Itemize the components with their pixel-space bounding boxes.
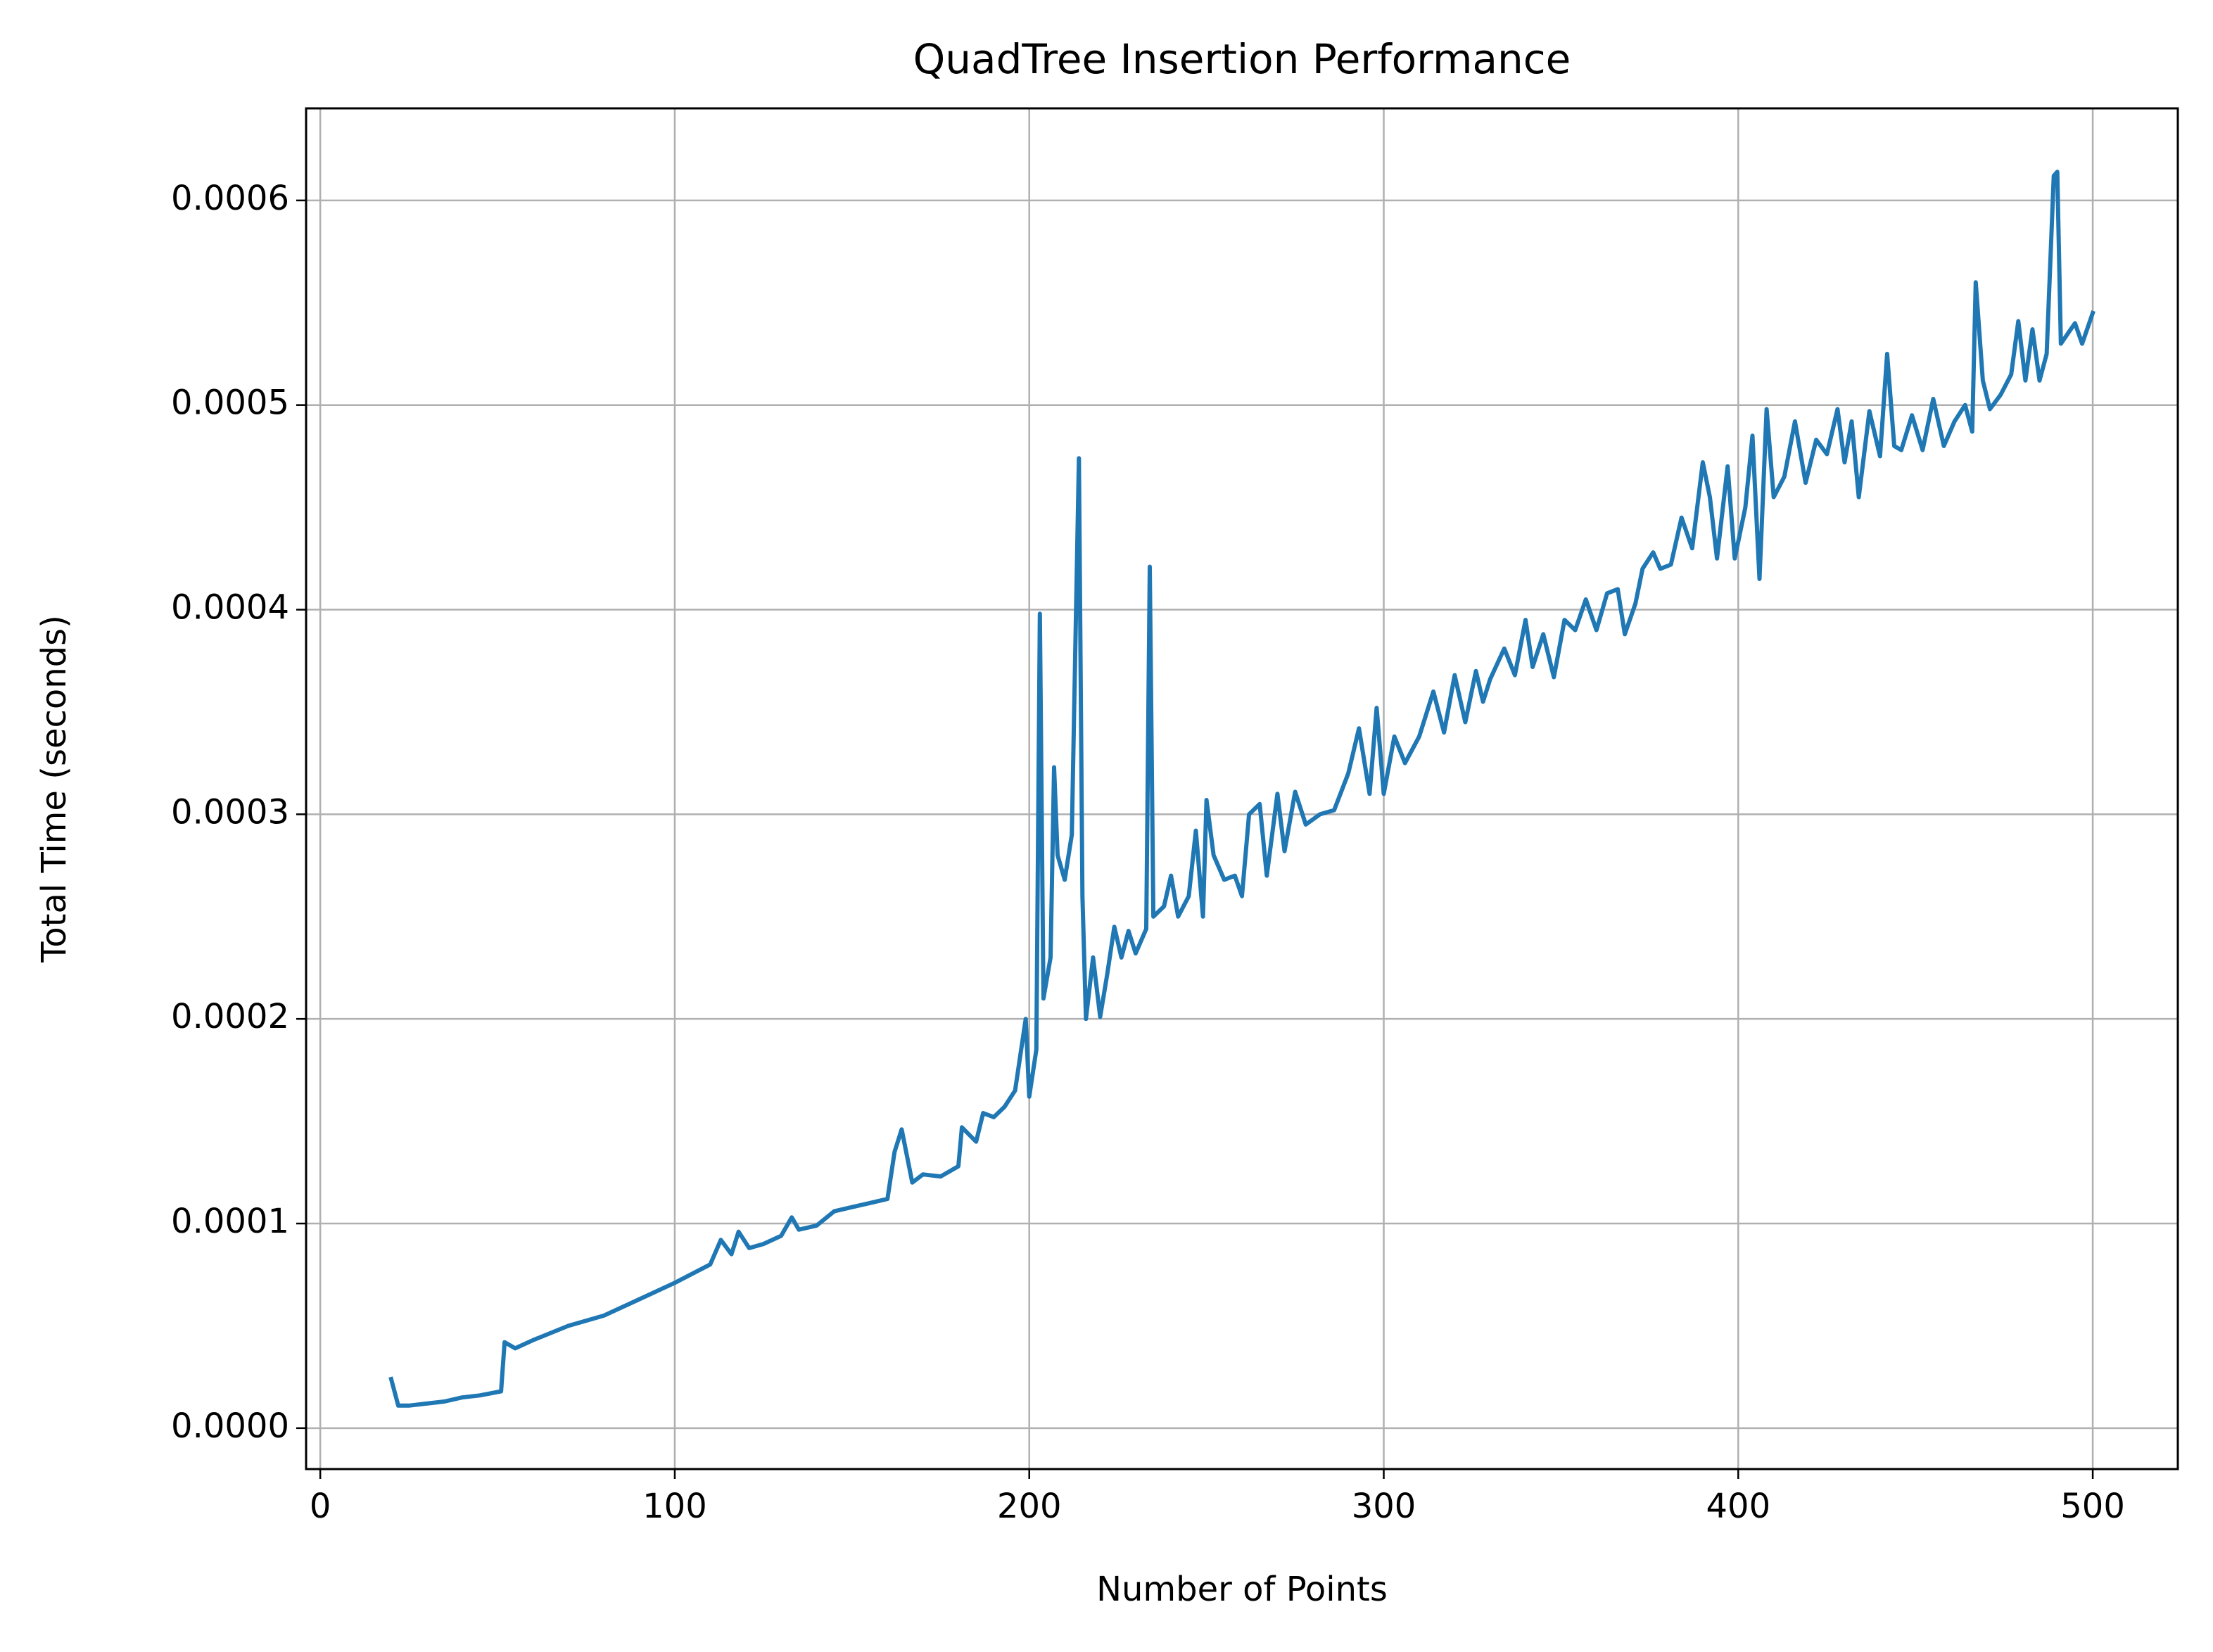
axes-frame	[305, 107, 2179, 1470]
y-tick-label: 0.0004	[171, 588, 289, 628]
data-line	[388, 170, 2095, 1408]
y-tick-label: 0.0001	[171, 1202, 289, 1241]
y-tick-label: 0.0003	[171, 792, 289, 832]
x-tick-label: 100	[642, 1487, 707, 1526]
x-tick-label: 300	[1352, 1487, 1416, 1526]
x-tick-label: 400	[1706, 1487, 1770, 1526]
grid	[306, 108, 2178, 1469]
x-axis-label: Number of Points	[1096, 1570, 1388, 1609]
x-tick-label: 0	[310, 1487, 331, 1526]
x-tick-label: 200	[997, 1487, 1062, 1526]
y-tick-label: 0.0000	[171, 1406, 289, 1446]
y-tick-label: 0.0002	[171, 997, 289, 1036]
y-tick-label: 0.0005	[171, 383, 289, 423]
y-axis-label: Total Time (seconds)	[34, 615, 74, 963]
plot-area	[388, 170, 2095, 1408]
y-tick-label: 0.0006	[171, 179, 289, 218]
x-tick-label: 500	[2060, 1487, 2125, 1526]
chart-title: QuadTree Insertion Performance	[913, 35, 1571, 83]
